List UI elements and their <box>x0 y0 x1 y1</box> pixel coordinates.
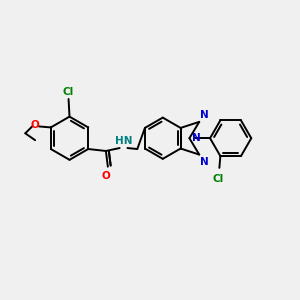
Text: N: N <box>200 110 209 120</box>
Text: HN: HN <box>115 136 132 146</box>
Text: O: O <box>31 121 40 130</box>
Text: Cl: Cl <box>213 174 224 184</box>
Text: Cl: Cl <box>63 87 74 97</box>
Text: N: N <box>200 157 209 166</box>
Text: O: O <box>101 171 110 181</box>
Text: N: N <box>192 133 201 143</box>
